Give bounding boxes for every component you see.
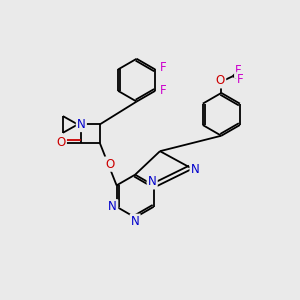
Text: O: O — [216, 74, 225, 87]
Text: N: N — [131, 215, 140, 228]
Text: F: F — [237, 73, 244, 86]
Text: N: N — [191, 163, 200, 176]
Text: F: F — [235, 64, 242, 77]
Text: F: F — [160, 61, 167, 74]
Text: O: O — [105, 158, 114, 171]
Text: N: N — [148, 175, 157, 188]
Text: O: O — [56, 136, 66, 149]
Text: N: N — [108, 200, 117, 213]
Text: N: N — [77, 118, 86, 131]
Text: F: F — [160, 84, 167, 98]
